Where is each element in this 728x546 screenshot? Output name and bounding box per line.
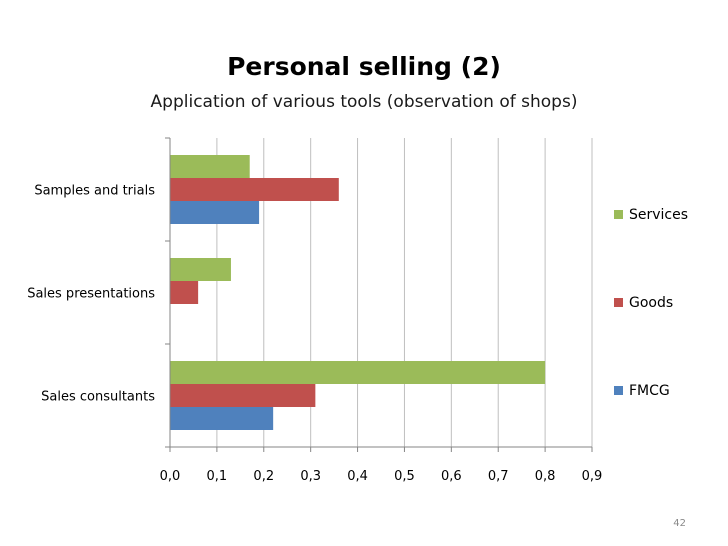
bar-fmcg-1 (170, 201, 260, 224)
page-number: 42 (673, 518, 686, 529)
bar-goods-1 (170, 178, 339, 201)
x-tick-label: 0,2 (253, 469, 274, 484)
x-tick-label: 0,9 (582, 469, 603, 484)
bar-goods-2 (170, 281, 199, 304)
x-tick-label: 0,5 (394, 469, 415, 484)
legend-swatch-goods (614, 298, 623, 307)
x-tick-label: 0,0 (160, 469, 181, 484)
bar-services-2 (170, 258, 231, 281)
slide-subtitle: Application of various tools (observatio… (150, 92, 578, 112)
x-tick-label: 0,8 (535, 469, 556, 484)
category-label: Sales consultants (41, 390, 155, 405)
legend-label-fmcg: FMCG (629, 383, 670, 399)
x-tick-label: 0,1 (207, 469, 228, 484)
bar-services-3 (170, 361, 546, 384)
legend-swatch-services (614, 210, 623, 219)
legend-swatch-fmcg (614, 386, 623, 395)
slide-title: Personal selling (2) (227, 52, 501, 81)
category-label: Sales presentations (27, 287, 155, 302)
axes (165, 137, 593, 452)
bar-services-1 (170, 155, 250, 178)
bars (170, 155, 546, 430)
x-tick-labels: 0,0 0,1 0,2 0,3 0,4 0,5 0,6 0,7 0,8 0,9 (160, 469, 603, 484)
legend-label-goods: Goods (629, 295, 673, 311)
category-labels: Samples and trials Sales presentations Sal… (27, 184, 155, 405)
x-tick-label: 0,4 (347, 469, 368, 484)
x-tick-label: 0,7 (488, 469, 509, 484)
x-tick-label: 0,3 (300, 469, 321, 484)
bar-fmcg-3 (170, 407, 274, 430)
legend: Services Goods FMCG (614, 207, 688, 399)
category-label: Samples and trials (34, 184, 155, 199)
bar-goods-3 (170, 384, 316, 407)
x-tick-label: 0,6 (441, 469, 462, 484)
legend-label-services: Services (629, 207, 688, 223)
